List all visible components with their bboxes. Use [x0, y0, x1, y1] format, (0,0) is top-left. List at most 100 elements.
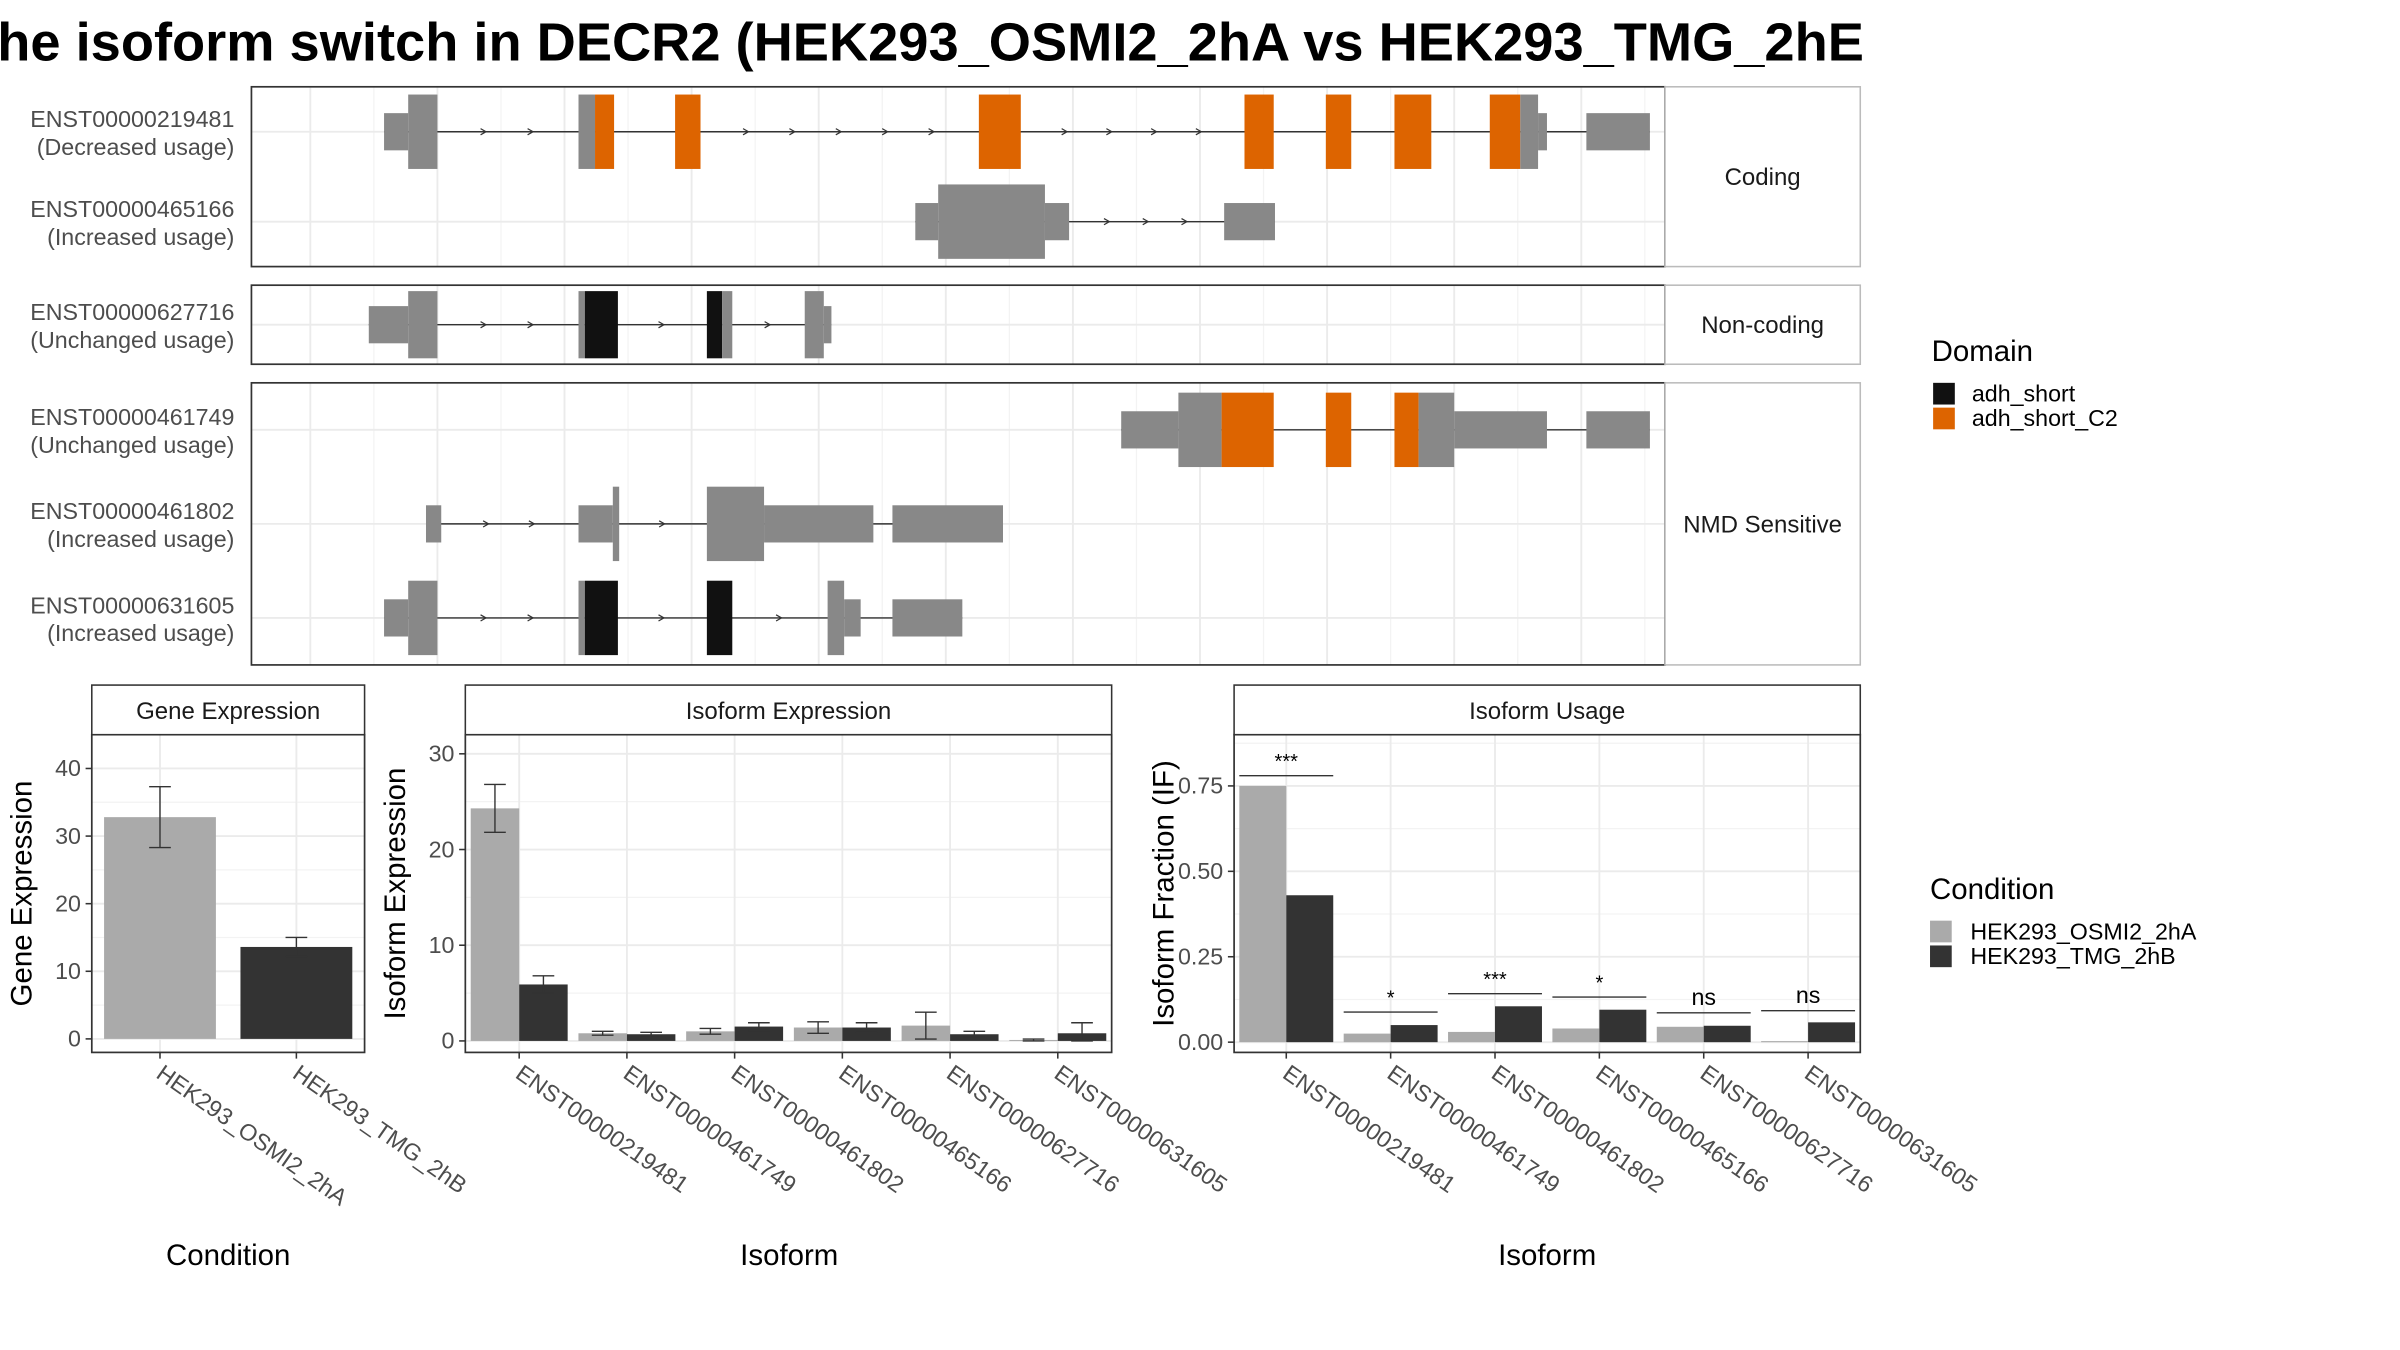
y-tick-label: 10: [55, 958, 81, 984]
bar-ENST00000461749: [578, 1033, 627, 1041]
exon-domain-adh_short_C2: [1489, 94, 1521, 169]
facet-strip-label: NMD Sensitive: [1683, 511, 1842, 538]
exon-domain-adh_short_C2: [1394, 392, 1419, 468]
intron-arrow: [658, 321, 666, 329]
condition-legend-label: HEK293_OSMI2_2hA: [1970, 918, 2197, 944]
y-axis-title: Isoform Expression: [379, 768, 412, 1020]
intron-arrow: [480, 614, 488, 622]
error-bar: [748, 1022, 770, 1032]
intron-arrow: [881, 128, 889, 136]
y-tick-label: 30: [55, 823, 81, 849]
exon-domain-adh_short_C2: [1325, 94, 1352, 169]
x-tick-label: ENST00000461802: [1487, 1060, 1669, 1198]
exon: [1178, 392, 1222, 468]
facet-strip: [464, 684, 1113, 736]
exon: [1044, 203, 1070, 241]
intron-arrow: [835, 128, 843, 136]
condition-legend-label: HEK293_TMG_2hB: [1970, 943, 2175, 969]
intron-arrow: [1195, 128, 1203, 136]
bar-ENST00000631605: [1808, 1022, 1856, 1043]
transcript-ENST00000461749: ENST00000461749(Unchanged usage): [30, 392, 1665, 468]
exon-domain-adh_short_C2: [675, 94, 701, 169]
x-tick-label: ENST00000627716: [942, 1060, 1124, 1198]
error-bar: [1022, 1038, 1045, 1042]
exon-domain-adh_short_C2: [978, 94, 1021, 169]
exon: [408, 291, 438, 359]
structure-panel-nmd-sensitive: ENST00000461749(Unchanged usage)ENST0000…: [30, 381, 1862, 666]
transcript-id-label: ENST00000461802: [30, 498, 234, 524]
intron-arrow: [527, 614, 535, 622]
y-tick-label: 0.25: [1178, 943, 1223, 969]
exon: [764, 505, 874, 543]
transcript-id-label: ENST00000461749: [30, 404, 234, 430]
x-tick-label: ENST00000465166: [834, 1060, 1016, 1198]
exon: [425, 505, 442, 543]
condition-legend-title: Condition: [1930, 873, 2054, 906]
y-tick-label: 0.00: [1178, 1029, 1223, 1055]
error-bar: [699, 1027, 722, 1035]
domain-legend-label: adh_short: [1972, 380, 2076, 406]
exon-domain-adh_short: [706, 580, 733, 656]
y-tick-label: 30: [429, 741, 455, 767]
facet-strip: [1664, 382, 1862, 666]
bar-ENST00000627716: [1703, 1025, 1751, 1043]
transcript-ENST00000627716: ENST00000627716(Unchanged usage): [30, 291, 1665, 359]
x-tick-label: ENST00000219481: [511, 1060, 693, 1198]
bar-ENST00000631605: [1761, 1041, 1809, 1043]
bar-ENST00000219481: [1239, 785, 1287, 1043]
intron-arrow: [789, 128, 797, 136]
structure-panel-non-coding: ENST00000627716(Unchanged usage) Non-codi…: [30, 284, 1862, 366]
facet-strip: [91, 684, 366, 736]
exon: [368, 306, 409, 344]
error-bar: [1071, 1022, 1093, 1042]
facet-strip-label: Non-coding: [1701, 312, 1824, 339]
exon: [1520, 94, 1539, 169]
exon: [578, 291, 585, 359]
panel-background: [465, 734, 1112, 1053]
error-bar: [963, 1030, 986, 1038]
bar-ENST00000219481: [519, 984, 568, 1041]
error-bar: [640, 1031, 662, 1037]
bar-ENST00000461802: [1495, 1006, 1542, 1043]
bar-ENST00000461802: [686, 1031, 735, 1041]
bar-ENST00000461749: [1390, 1025, 1438, 1043]
intron-arrow: [1142, 218, 1150, 226]
figure-title: he isoform switch in DECR2 (HEK293_OSMI2…: [0, 12, 1864, 72]
intron-arrow: [658, 520, 666, 528]
exon: [578, 505, 613, 543]
transcript-ENST00000631605: ENST00000631605(Increased usage): [30, 580, 1665, 656]
x-tick-label: ENST00000631605: [1800, 1060, 1982, 1198]
bar-ENST00000219481: [470, 808, 520, 1041]
transcript-ENST00000219481: ENST00000219481(Decreased usage): [30, 94, 1665, 169]
exon: [892, 505, 1004, 543]
significance-label: ns: [1691, 984, 1716, 1010]
y-tick-label: 0: [68, 1026, 81, 1052]
facet-strip-label: Isoform Usage: [1469, 698, 1625, 725]
domain-legend-label: adh_short_C2: [1972, 405, 2118, 431]
transcript-id-label: ENST00000631605: [30, 592, 234, 618]
bar-ENST00000461749: [1343, 1033, 1391, 1043]
exon: [1538, 113, 1547, 151]
exon-domain-adh_short: [706, 291, 723, 359]
error-bar: [591, 1030, 614, 1036]
error-bar: [285, 936, 308, 958]
x-tick-label: ENST00000461749: [1383, 1060, 1565, 1198]
y-tick-label: 0: [442, 1028, 455, 1054]
bar-HEK293_TMG_2hB: [240, 946, 353, 1039]
exon-domain-adh_short_C2: [1325, 392, 1352, 468]
transcript-ENST00000461802: ENST00000461802(Increased usage): [30, 486, 1665, 562]
transcript-usage-label: (Increased usage): [47, 526, 234, 552]
y-tick-label: 40: [55, 755, 81, 781]
intron-arrow: [742, 128, 750, 136]
intron-arrow: [527, 321, 535, 329]
exon: [823, 306, 832, 344]
bar-HEK293_OSMI2_2hA: [104, 817, 216, 1039]
exon-domain-adh_short_C2: [1394, 94, 1432, 169]
error-bar: [532, 975, 555, 994]
transcript-usage-label: (Decreased usage): [37, 134, 235, 160]
intron-arrow: [1106, 128, 1114, 136]
structure-panel-coding: ENST00000219481(Decreased usage)ENST0000…: [30, 85, 1862, 268]
